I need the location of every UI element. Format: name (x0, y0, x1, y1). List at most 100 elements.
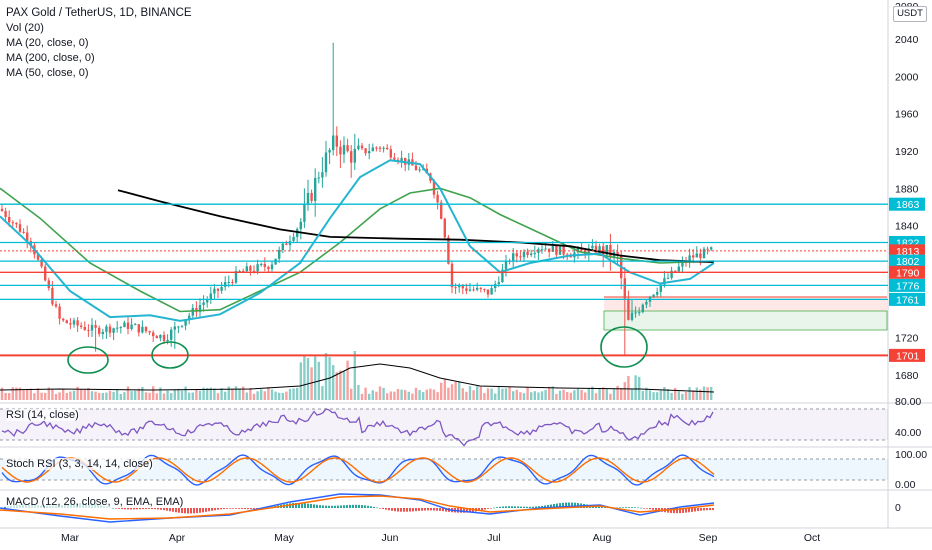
macd-hist (298, 502, 300, 508)
macd-hist (370, 506, 372, 508)
macd-hist (169, 508, 171, 512)
volume-bar (278, 392, 281, 400)
macd-hist (181, 508, 183, 514)
volume-bar (630, 388, 634, 400)
candle-body (141, 326, 144, 333)
volume-bar (108, 390, 112, 400)
macd-hist (112, 507, 114, 509)
macd-hist (694, 508, 696, 512)
volume-bar (382, 387, 385, 400)
macd-hist (235, 508, 237, 509)
price-axis[interactable]: 2080204020001960192018801840172016801863… (889, 1, 927, 514)
volume-bar (350, 388, 353, 400)
candle-body (180, 325, 184, 327)
macd-hist (205, 508, 207, 512)
volume-bar (137, 388, 140, 400)
stoch-k-line (1, 454, 715, 486)
volume-bar (411, 393, 414, 400)
volume-bar (677, 391, 680, 400)
rsi-label[interactable]: RSI (14, close) (6, 409, 79, 421)
candle-body (346, 145, 349, 152)
candle-body (515, 253, 518, 257)
volume-bar (256, 391, 259, 400)
macd-hist (304, 503, 306, 508)
volume-bar (710, 386, 713, 400)
candle-body (159, 334, 162, 339)
volume-bar (389, 391, 392, 400)
stoch-rsi-label[interactable]: Stoch RSI (3, 3, 14, 14, close) (6, 458, 153, 470)
time-axis[interactable]: Mar Apr May Jun Jul Aug Sep Oct (61, 532, 820, 544)
legend-vol[interactable]: Vol (20) (6, 22, 44, 34)
candle-body (116, 327, 119, 329)
symbol-title[interactable]: PAX Gold / TetherUS, 1D, BINANCE (6, 7, 192, 19)
macd-hist (226, 508, 228, 509)
macd-hist (598, 506, 600, 508)
volume-bar (152, 386, 155, 400)
macd-hist (130, 508, 132, 510)
volume-bar (72, 390, 76, 400)
legend-ma200[interactable]: MA (200, close, 0) (6, 52, 95, 64)
legend-ma20[interactable]: MA (20, close, 0) (6, 37, 89, 49)
macd-label[interactable]: MACD (12, 26, close, 9, EMA, EMA) (6, 496, 184, 508)
candle-body (213, 288, 216, 294)
candle-body (706, 248, 709, 250)
macd-hist (505, 506, 507, 508)
macd-hist (241, 508, 243, 509)
volume-bar (263, 391, 266, 400)
volume-bar (234, 386, 238, 400)
macd-hist (331, 505, 333, 508)
macd-hist (496, 507, 498, 508)
macd-hist (688, 508, 690, 513)
candle-body (224, 282, 227, 287)
volume-bar (688, 387, 691, 400)
candle-body (267, 266, 270, 270)
volume-bar (440, 382, 443, 400)
volume-bar (206, 387, 209, 400)
volume-bar (548, 386, 551, 400)
volume-bar (587, 388, 590, 400)
volume-bar (162, 393, 166, 400)
macd-hist (421, 508, 423, 511)
macd-hist (433, 508, 435, 511)
candle-body (0, 208, 4, 212)
macd-hist (253, 508, 255, 510)
macd-hist (637, 507, 639, 509)
volume-bar (652, 392, 655, 400)
candle-body (602, 246, 605, 255)
candle-body (681, 261, 684, 267)
candle-body (339, 146, 342, 155)
time-tick-label: Aug (593, 532, 612, 544)
volume-bar (486, 388, 490, 400)
currency-badge[interactable]: USDT (893, 6, 927, 22)
candle-body (569, 256, 572, 258)
macd-hist (655, 508, 657, 511)
rsi-pane (0, 408, 888, 447)
volume-bar (555, 393, 558, 400)
price-tick-label: 1720 (895, 333, 919, 345)
legend-ma50[interactable]: MA (50, close, 0) (6, 67, 89, 79)
volume-bar (530, 392, 533, 400)
candle-body (134, 324, 137, 326)
macd-hist (400, 508, 402, 512)
macd-hist (316, 504, 318, 508)
macd-hist (643, 508, 645, 509)
volume-bar (447, 387, 450, 400)
macd-hist (154, 508, 156, 510)
volume-bar (364, 387, 367, 400)
volume-bar (44, 392, 47, 400)
macd-hist (646, 508, 648, 509)
candle-body (368, 151, 371, 154)
stoch-d-line (1, 457, 715, 483)
candle-body (148, 331, 151, 333)
volume-bar (324, 353, 328, 400)
macd-hist (697, 508, 699, 512)
macd-hist (484, 508, 486, 510)
macd-hist (118, 508, 120, 509)
macd-hist (328, 505, 330, 508)
macd-hist (217, 508, 219, 510)
volume-bar (544, 389, 547, 400)
stoch-tick-label: 0.00 (895, 479, 916, 491)
macd-hist (538, 506, 540, 508)
volume-bar (666, 389, 670, 400)
